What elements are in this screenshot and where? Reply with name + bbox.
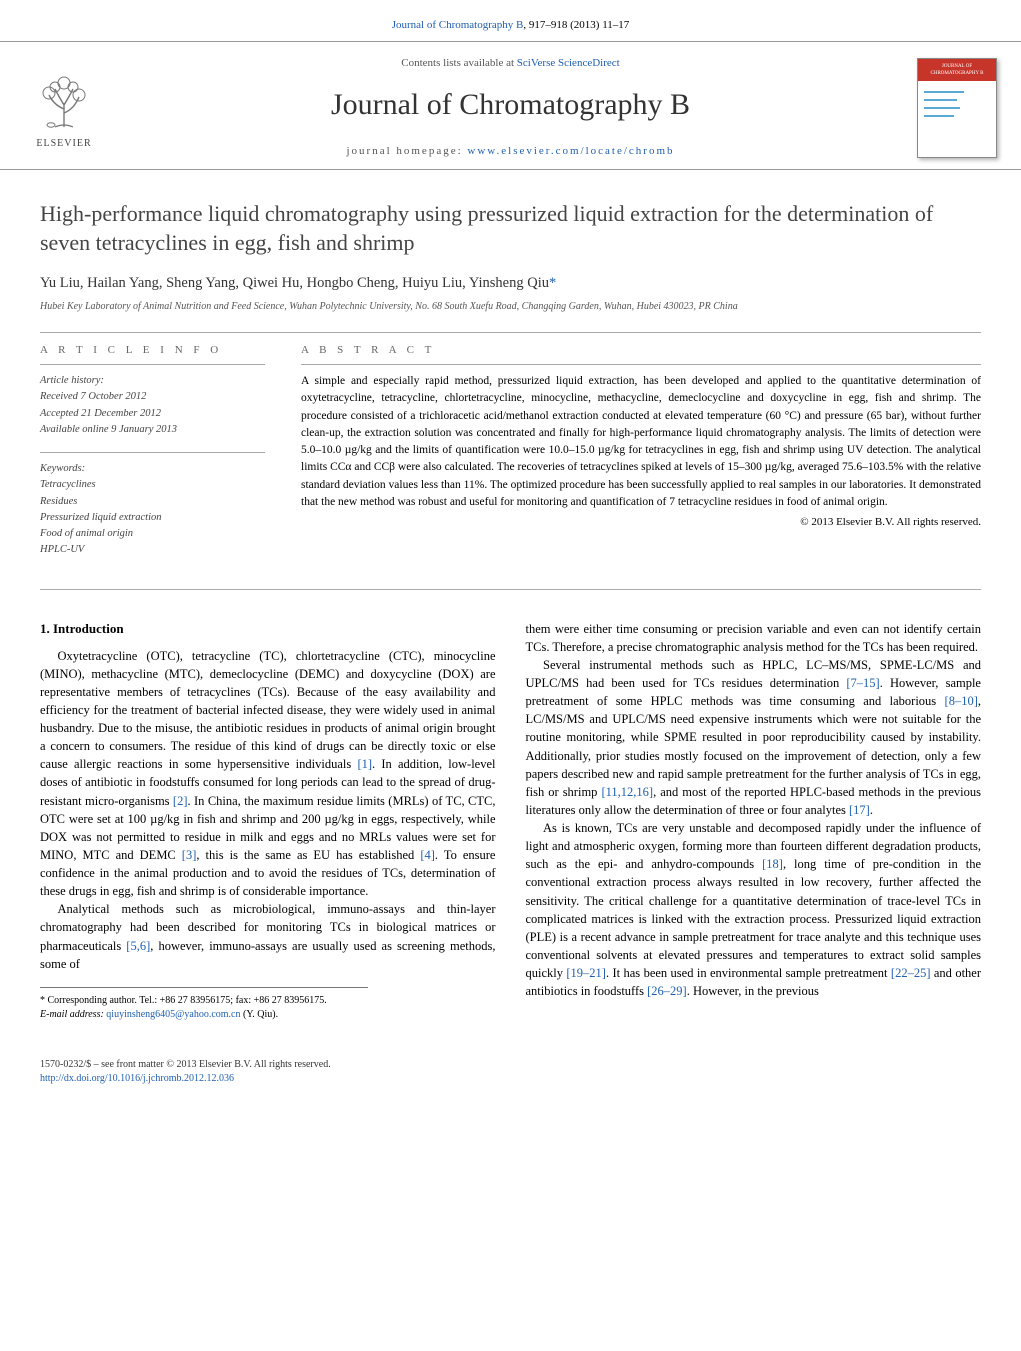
intro-heading: 1. Introduction <box>40 620 496 639</box>
citation-link[interactable]: [11,12,16] <box>601 785 653 799</box>
abstract-text: A simple and especially rapid method, pr… <box>301 364 981 511</box>
citation-link[interactable]: [19–21] <box>566 966 606 980</box>
citation-link[interactable]: [18] <box>762 857 783 871</box>
doi-link[interactable]: http://dx.doi.org/10.1016/j.jchromb.2012… <box>40 1073 234 1084</box>
article-history-block: Article history: Received 7 October 2012… <box>40 364 265 438</box>
corresponding-email-link[interactable]: qiuyinsheng6405@yahoo.com.cn <box>106 1009 240 1020</box>
cover-body <box>918 81 996 157</box>
abstract-heading: a b s t r a c t <box>301 343 981 358</box>
front-matter-line: 1570-0232/$ – see front matter © 2013 El… <box>40 1058 981 1072</box>
abstract-copyright: © 2013 Elsevier B.V. All rights reserved… <box>301 515 981 530</box>
page-footer: 1570-0232/$ – see front matter © 2013 El… <box>0 1052 1021 1110</box>
citation-link[interactable]: [26–29] <box>647 984 687 998</box>
article-title: High-performance liquid chromatography u… <box>40 200 981 257</box>
keyword: Food of animal origin <box>40 526 265 542</box>
contents-available-line: Contents lists available at SciVerse Sci… <box>122 56 899 71</box>
banner-center: Contents lists available at SciVerse Sci… <box>122 56 899 159</box>
body-paragraph: Several instrumental methods such as HPL… <box>526 656 982 819</box>
history-received: Received 7 October 2012 <box>40 389 265 405</box>
keyword: Pressurized liquid extraction <box>40 510 265 526</box>
citation-link[interactable]: [3] <box>182 848 197 862</box>
running-header: Journal of Chromatography B, 917–918 (20… <box>0 0 1021 41</box>
journal-homepage-line: journal homepage: www.elsevier.com/locat… <box>122 144 899 159</box>
citation-link[interactable]: [8–10] <box>945 694 978 708</box>
info-abstract-row: a r t i c l e i n f o Article history: R… <box>40 343 981 573</box>
body-paragraph: Oxytetracycline (OTC), tetracycline (TC)… <box>40 647 496 901</box>
abstract-column: a b s t r a c t A simple and especially … <box>301 343 981 573</box>
history-accepted: Accepted 21 December 2012 <box>40 406 265 422</box>
body-paragraph-continued: them were either time consuming or preci… <box>526 620 982 656</box>
footnotes-block: * Corresponding author. Tel.: +86 27 839… <box>40 987 368 1022</box>
history-online: Available online 9 January 2013 <box>40 422 265 438</box>
publisher-logo: ELSEVIER <box>24 63 104 153</box>
journal-banner: ELSEVIER Contents lists available at Sci… <box>0 41 1021 170</box>
elsevier-tree-icon <box>29 65 99 135</box>
running-header-journal: Journal of Chromatography B <box>392 19 524 31</box>
body-paragraph: Analytical methods such as microbiologic… <box>40 900 496 973</box>
corresponding-author-note: * Corresponding author. Tel.: +86 27 839… <box>40 994 368 1008</box>
article-info-column: a r t i c l e i n f o Article history: R… <box>40 343 265 573</box>
keywords-block: Keywords: Tetracyclines Residues Pressur… <box>40 452 265 559</box>
divider <box>40 332 981 333</box>
sciencedirect-link[interactable]: SciVerse ScienceDirect <box>517 57 620 69</box>
journal-cover-thumbnail: JOURNAL OF CHROMATOGRAPHY B <box>917 58 997 158</box>
citation-link[interactable]: [22–25] <box>891 966 931 980</box>
keyword: Tetracyclines <box>40 477 265 493</box>
article-main: High-performance liquid chromatography u… <box>0 170 1021 1052</box>
article-info-heading: a r t i c l e i n f o <box>40 343 265 358</box>
citation-link[interactable]: [2] <box>173 794 188 808</box>
journal-homepage-link[interactable]: www.elsevier.com/locate/chromb <box>467 145 674 157</box>
body-two-column: 1. Introduction Oxytetracycline (OTC), t… <box>40 620 981 1022</box>
author-names: Yu Liu, Hailan Yang, Sheng Yang, Qiwei H… <box>40 275 549 291</box>
running-header-vol: , 917–918 (2013) 11–17 <box>523 19 629 31</box>
body-paragraph: As is known, TCs are very unstable and d… <box>526 819 982 1000</box>
homepage-label: journal homepage: <box>346 145 467 157</box>
keywords-label: Keywords: <box>40 461 265 477</box>
citation-link[interactable]: [7–15] <box>846 676 879 690</box>
publisher-brand-text: ELSEVIER <box>36 137 91 151</box>
journal-title: Journal of Chromatography B <box>122 84 899 126</box>
citation-link[interactable]: [1] <box>357 757 372 771</box>
divider <box>40 589 981 590</box>
author-list: Yu Liu, Hailan Yang, Sheng Yang, Qiwei H… <box>40 273 981 293</box>
email-label: E-mail address: <box>40 1009 106 1020</box>
cover-title-strip: JOURNAL OF CHROMATOGRAPHY B <box>918 59 996 81</box>
history-label: Article history: <box>40 373 265 389</box>
keyword: HPLC-UV <box>40 542 265 558</box>
keyword: Residues <box>40 494 265 510</box>
corresponding-mark: * <box>549 275 556 291</box>
email-suffix: (Y. Qiu). <box>241 1009 279 1020</box>
citation-link[interactable]: [4] <box>420 848 435 862</box>
email-line: E-mail address: qiuyinsheng6405@yahoo.co… <box>40 1008 368 1022</box>
contents-prefix: Contents lists available at <box>401 57 516 69</box>
citation-link[interactable]: [17] <box>849 803 870 817</box>
affiliation: Hubei Key Laboratory of Animal Nutrition… <box>40 300 981 314</box>
citation-link[interactable]: [5,6] <box>126 939 150 953</box>
